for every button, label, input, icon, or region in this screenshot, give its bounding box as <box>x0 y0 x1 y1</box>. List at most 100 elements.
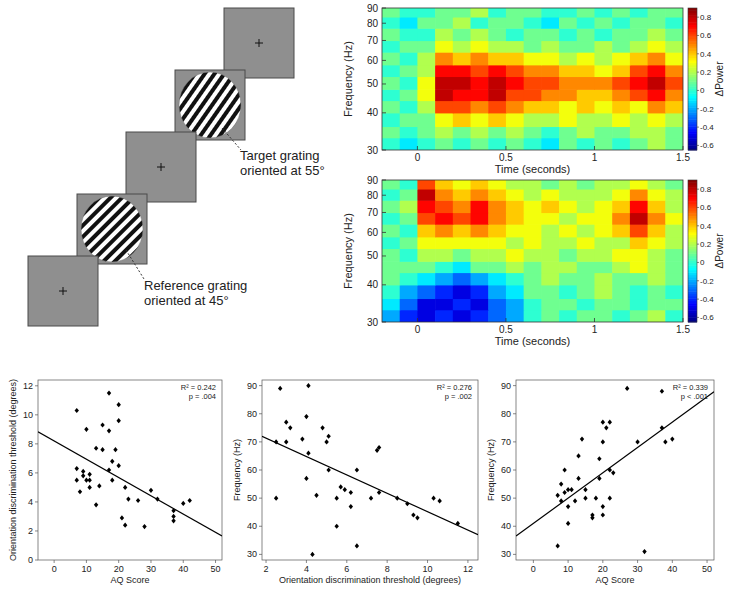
x-tick-label: 50 <box>211 564 221 574</box>
annotation: R² = 0.339 <box>673 383 708 392</box>
y-tick-label: 60 <box>367 55 379 66</box>
colorbar-tick-label: -0.4 <box>700 123 714 132</box>
data-point <box>107 390 111 395</box>
heatmap-cell <box>665 17 683 29</box>
heatmap-cell <box>559 126 577 138</box>
heatmap-cell <box>541 138 559 150</box>
x-axis-label: Time (seconds) <box>495 163 570 175</box>
heatmap-cell <box>417 310 435 322</box>
heatmap-cell <box>417 272 435 285</box>
grating <box>179 72 241 138</box>
heatmap-cell <box>612 28 630 41</box>
heatmap-cell <box>506 138 524 150</box>
heatmap-cell <box>612 272 630 285</box>
x-tick-label: 0 <box>415 324 421 335</box>
data-point <box>604 425 608 430</box>
heatmap-cell <box>648 200 666 213</box>
heatmap-cell <box>612 180 630 190</box>
heatmap-cell <box>630 248 648 261</box>
heatmap-cell <box>665 224 683 237</box>
colorbar-frame <box>688 8 697 150</box>
heatmap-cell <box>559 17 577 29</box>
plot-frame <box>516 380 714 560</box>
heatmap-cell <box>541 248 559 261</box>
x-tick-label: 30 <box>146 564 156 574</box>
heatmap-cell <box>506 248 524 261</box>
data-point <box>300 436 304 441</box>
y-axis-label: Frequency (Hz) <box>232 439 242 501</box>
y-tick <box>382 8 386 9</box>
x-tick <box>86 560 87 563</box>
heatmap-cell <box>665 138 683 150</box>
heatmap-cell <box>417 261 435 273</box>
heatmap-cell <box>630 285 648 299</box>
heatmap-cell <box>612 212 630 224</box>
heatmap-cell <box>506 100 524 113</box>
heatmap-cell <box>594 224 612 237</box>
heatmap-cell <box>471 17 489 29</box>
data-point <box>75 466 79 471</box>
heatmap-cell <box>594 285 612 299</box>
heatmap-cell <box>488 248 506 261</box>
heatmap-cell <box>506 89 524 101</box>
heatmap-cell <box>594 100 612 113</box>
data-point <box>288 425 292 430</box>
heatmap-cell <box>524 212 542 224</box>
y-tick-label: 30 <box>501 549 511 559</box>
heatmap-cell <box>417 126 435 138</box>
heatmap-cell <box>594 28 612 41</box>
heatmap-cell <box>524 8 542 18</box>
heatmap-cell <box>435 189 453 201</box>
x-axis-label: AQ Score <box>110 575 149 585</box>
heatmap-cell <box>665 52 683 65</box>
colorbar-tick <box>697 35 699 36</box>
x-tick <box>672 560 673 563</box>
colorbar-tick <box>697 207 699 208</box>
y-tick <box>35 443 38 444</box>
data-point <box>306 451 310 456</box>
data-point <box>81 469 85 474</box>
data-point <box>377 490 381 495</box>
fit-line <box>38 432 222 536</box>
screen-frame <box>224 8 294 78</box>
y-tick-label: 60 <box>247 465 257 475</box>
data-point <box>97 483 101 488</box>
heatmap-cell <box>400 261 418 273</box>
x-tick <box>568 560 569 563</box>
heatmap-cell <box>471 285 489 299</box>
heatmap-cell <box>506 180 524 190</box>
y-axis-label: Frequency (Hz) <box>342 41 354 117</box>
heatmap-cell <box>488 298 506 310</box>
heatmap-cell <box>559 28 577 41</box>
heatmap-cell <box>524 272 542 285</box>
x-tick <box>683 318 684 322</box>
heatmap-cell <box>577 310 595 322</box>
x-tick-label: 1 <box>592 152 598 163</box>
data-point <box>431 496 435 501</box>
heatmap-cell <box>612 17 630 29</box>
heatmap-cell <box>453 100 471 113</box>
heatmap-cell <box>488 189 506 201</box>
colorbar-tick-label: 0.6 <box>700 203 712 212</box>
heatmap-cell <box>541 28 559 41</box>
heatmap-cell <box>577 272 595 285</box>
canvas: 00.511.530405060708090Time (seconds)Freq… <box>0 0 730 591</box>
heatmap-cell <box>382 180 400 190</box>
data-point <box>608 496 612 501</box>
heatmap-cell <box>665 89 683 101</box>
heatmap-cell <box>577 200 595 213</box>
data-point <box>284 439 288 444</box>
heatmap-cell <box>382 200 400 213</box>
heatmap-cell <box>648 138 666 150</box>
heatmap-cell <box>400 212 418 224</box>
heatmap-cell <box>594 212 612 224</box>
data-point <box>142 524 146 529</box>
heatmap-cell <box>453 189 471 201</box>
data-point <box>555 493 559 498</box>
data-point <box>326 467 330 472</box>
data-point <box>601 504 605 509</box>
heatmap-cell <box>488 8 506 18</box>
heatmap-cell <box>594 17 612 29</box>
x-tick <box>594 318 595 322</box>
heatmap-cell <box>665 298 683 310</box>
